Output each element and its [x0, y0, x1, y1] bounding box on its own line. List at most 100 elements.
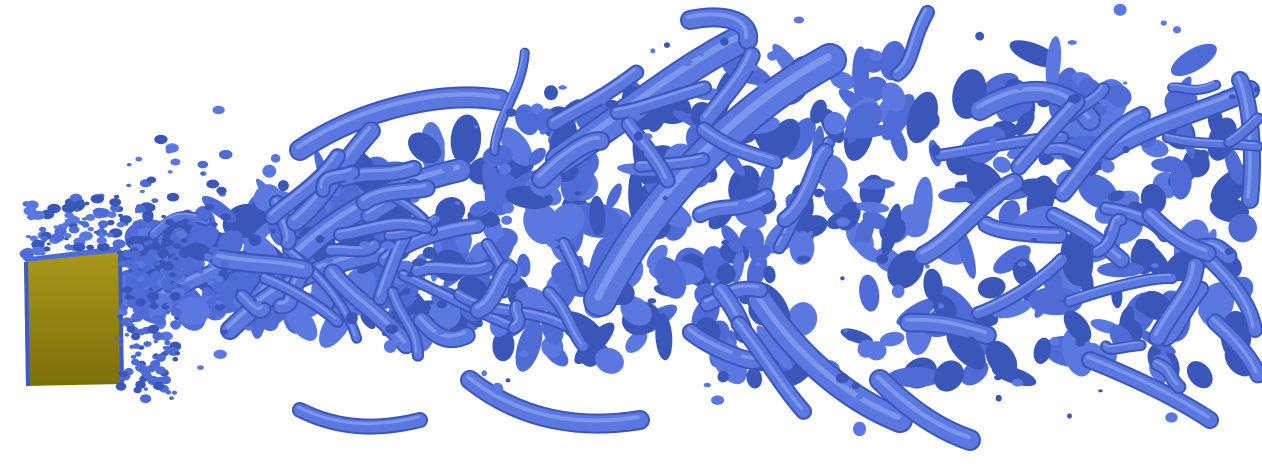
- wake-blob: [1106, 84, 1132, 108]
- wake-blob: [938, 187, 982, 203]
- wake-blob: [1135, 296, 1152, 313]
- surface-roughness-blob: [165, 143, 179, 153]
- wake-blob: [1224, 146, 1245, 185]
- vortex-fragment: [1198, 304, 1212, 319]
- surface-roughness-blob: [208, 246, 219, 254]
- surface-roughness-blob: [159, 331, 173, 341]
- vortex-fragment: [541, 193, 546, 198]
- vortex-tube-highlight: [1106, 85, 1250, 149]
- wake-blob: [500, 127, 533, 166]
- vortex-fragment: [359, 241, 371, 248]
- surface-roughness-blob: [61, 203, 76, 213]
- vortex-fragment: [681, 58, 693, 66]
- vortex-tube-highlight: [625, 119, 668, 180]
- near-wake-blob: [130, 269, 142, 279]
- surface-roughness-blob: [110, 204, 121, 212]
- near-wake-blob: [174, 351, 181, 356]
- vortex-tube: [294, 404, 426, 433]
- vortex-tube: [471, 261, 516, 318]
- vortex-fragment: [846, 333, 854, 341]
- vortex-fragment: [843, 328, 848, 333]
- vortex-fragment: [808, 231, 814, 236]
- vortex-tube-highlight: [974, 255, 1062, 312]
- surface-roughness-blob: [218, 149, 233, 160]
- vortex-fragment: [1123, 81, 1128, 85]
- wake-blob: [933, 360, 964, 392]
- near-wake-blob: [165, 390, 172, 395]
- near-wake-blob: [170, 262, 183, 272]
- vortex-tube-highlight: [594, 53, 832, 301]
- surface-roughness-blob: [126, 183, 132, 188]
- vortex-fragment: [474, 125, 479, 129]
- vortex-tube: [699, 48, 759, 127]
- vortex-tube: [635, 154, 708, 171]
- surface-roughness-blob: [68, 226, 80, 234]
- surface-roughness-blob: [215, 300, 223, 305]
- vortex-fragment: [716, 271, 726, 281]
- vortex-tube: [291, 88, 509, 159]
- vortex-fragment: [767, 51, 778, 61]
- vortex-fragment: [574, 191, 582, 196]
- vortex-fragment: [344, 176, 355, 183]
- near-wake-blob: [122, 270, 130, 276]
- surface-roughness-blob: [118, 213, 123, 218]
- vortex-fragment: [179, 246, 191, 259]
- wake-blob: [906, 91, 938, 144]
- surface-roughness-blob: [42, 246, 51, 252]
- surface-roughness-blob: [97, 242, 110, 252]
- vortex-fragment: [869, 50, 883, 61]
- wake-blob: [1169, 160, 1192, 200]
- vortex-fragment: [412, 258, 426, 267]
- vortex-fragment: [277, 180, 289, 192]
- vortex-fragment: [627, 109, 641, 119]
- wake-blob: [855, 201, 890, 213]
- vortex-tubes: [147, 4, 1262, 451]
- vortex-fragment: [966, 336, 976, 345]
- vortex-fragment: [703, 382, 711, 388]
- vortex-fragment: [406, 273, 415, 278]
- surface-roughness-blob: [164, 218, 175, 226]
- near-wake-blob: [124, 259, 136, 269]
- near-wake-blob: [154, 261, 160, 266]
- near-wake-blob: [149, 302, 159, 310]
- surface-roughness-blob: [144, 241, 150, 246]
- near-wake-blob: [140, 306, 145, 310]
- wake-blob: [646, 244, 668, 269]
- vortex-tube-highlight: [636, 154, 703, 165]
- wake-blob: [912, 176, 933, 231]
- surface-roughness-blob: [93, 230, 99, 234]
- vortex-fragment: [836, 217, 850, 227]
- vortex-tube: [693, 189, 774, 222]
- surface-roughness-blob: [31, 246, 45, 256]
- surface-roughness-blob: [47, 203, 61, 214]
- vortex-tube-highlight: [511, 301, 519, 327]
- vortex-tube-highlight: [536, 136, 601, 179]
- vortex-fragment: [505, 108, 517, 117]
- vortex-tube-highlight: [1086, 355, 1210, 419]
- near-wake-blob: [169, 291, 181, 301]
- vortex-tube-highlight: [1050, 210, 1122, 259]
- wake-blob: [1140, 183, 1167, 214]
- surface-roughness-blob: [200, 171, 207, 176]
- vortex-tube-highlight: [700, 124, 775, 160]
- surface-roughness-blob: [98, 220, 109, 228]
- vortex-fragment: [220, 329, 229, 335]
- vortex-tube-highlight: [1059, 110, 1142, 193]
- surface-roughness-blob: [197, 160, 209, 169]
- surface-roughness-blob: [204, 203, 215, 211]
- vortex-fragment: [711, 395, 725, 406]
- surface-roughness-blob: [206, 179, 220, 189]
- wake-blob: [992, 156, 1012, 173]
- vortex-tube-highlight: [1211, 317, 1258, 374]
- wake-blob: [858, 178, 895, 190]
- vortex-tube: [548, 66, 643, 130]
- wake-blob: [492, 329, 515, 362]
- vortex-fragment: [546, 240, 559, 248]
- surface-roughness-blob: [95, 207, 108, 217]
- near-wake-blob: [143, 372, 152, 380]
- wake-blob: [1228, 213, 1257, 243]
- wake-blob: [654, 256, 687, 299]
- vortex-tube-highlight: [1153, 359, 1179, 386]
- wake-blob: [1063, 310, 1092, 343]
